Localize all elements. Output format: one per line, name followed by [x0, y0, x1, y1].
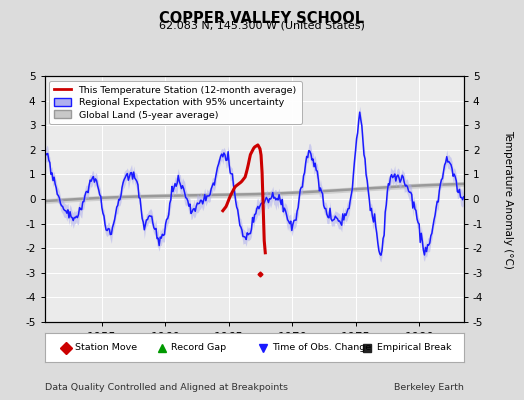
Text: Record Gap: Record Gap — [171, 343, 226, 352]
Y-axis label: Temperature Anomaly (°C): Temperature Anomaly (°C) — [503, 130, 512, 268]
Text: Time of Obs. Change: Time of Obs. Change — [272, 343, 371, 352]
Text: Berkeley Earth: Berkeley Earth — [394, 383, 464, 392]
Text: Empirical Break: Empirical Break — [377, 343, 451, 352]
Legend: This Temperature Station (12-month average), Regional Expectation with 95% uncer: This Temperature Station (12-month avera… — [49, 81, 301, 124]
Text: Data Quality Controlled and Aligned at Breakpoints: Data Quality Controlled and Aligned at B… — [45, 383, 288, 392]
Text: 62.083 N, 145.300 W (United States): 62.083 N, 145.300 W (United States) — [159, 21, 365, 31]
Text: COPPER VALLEY SCHOOL: COPPER VALLEY SCHOOL — [159, 11, 365, 26]
Text: Station Move: Station Move — [75, 343, 137, 352]
